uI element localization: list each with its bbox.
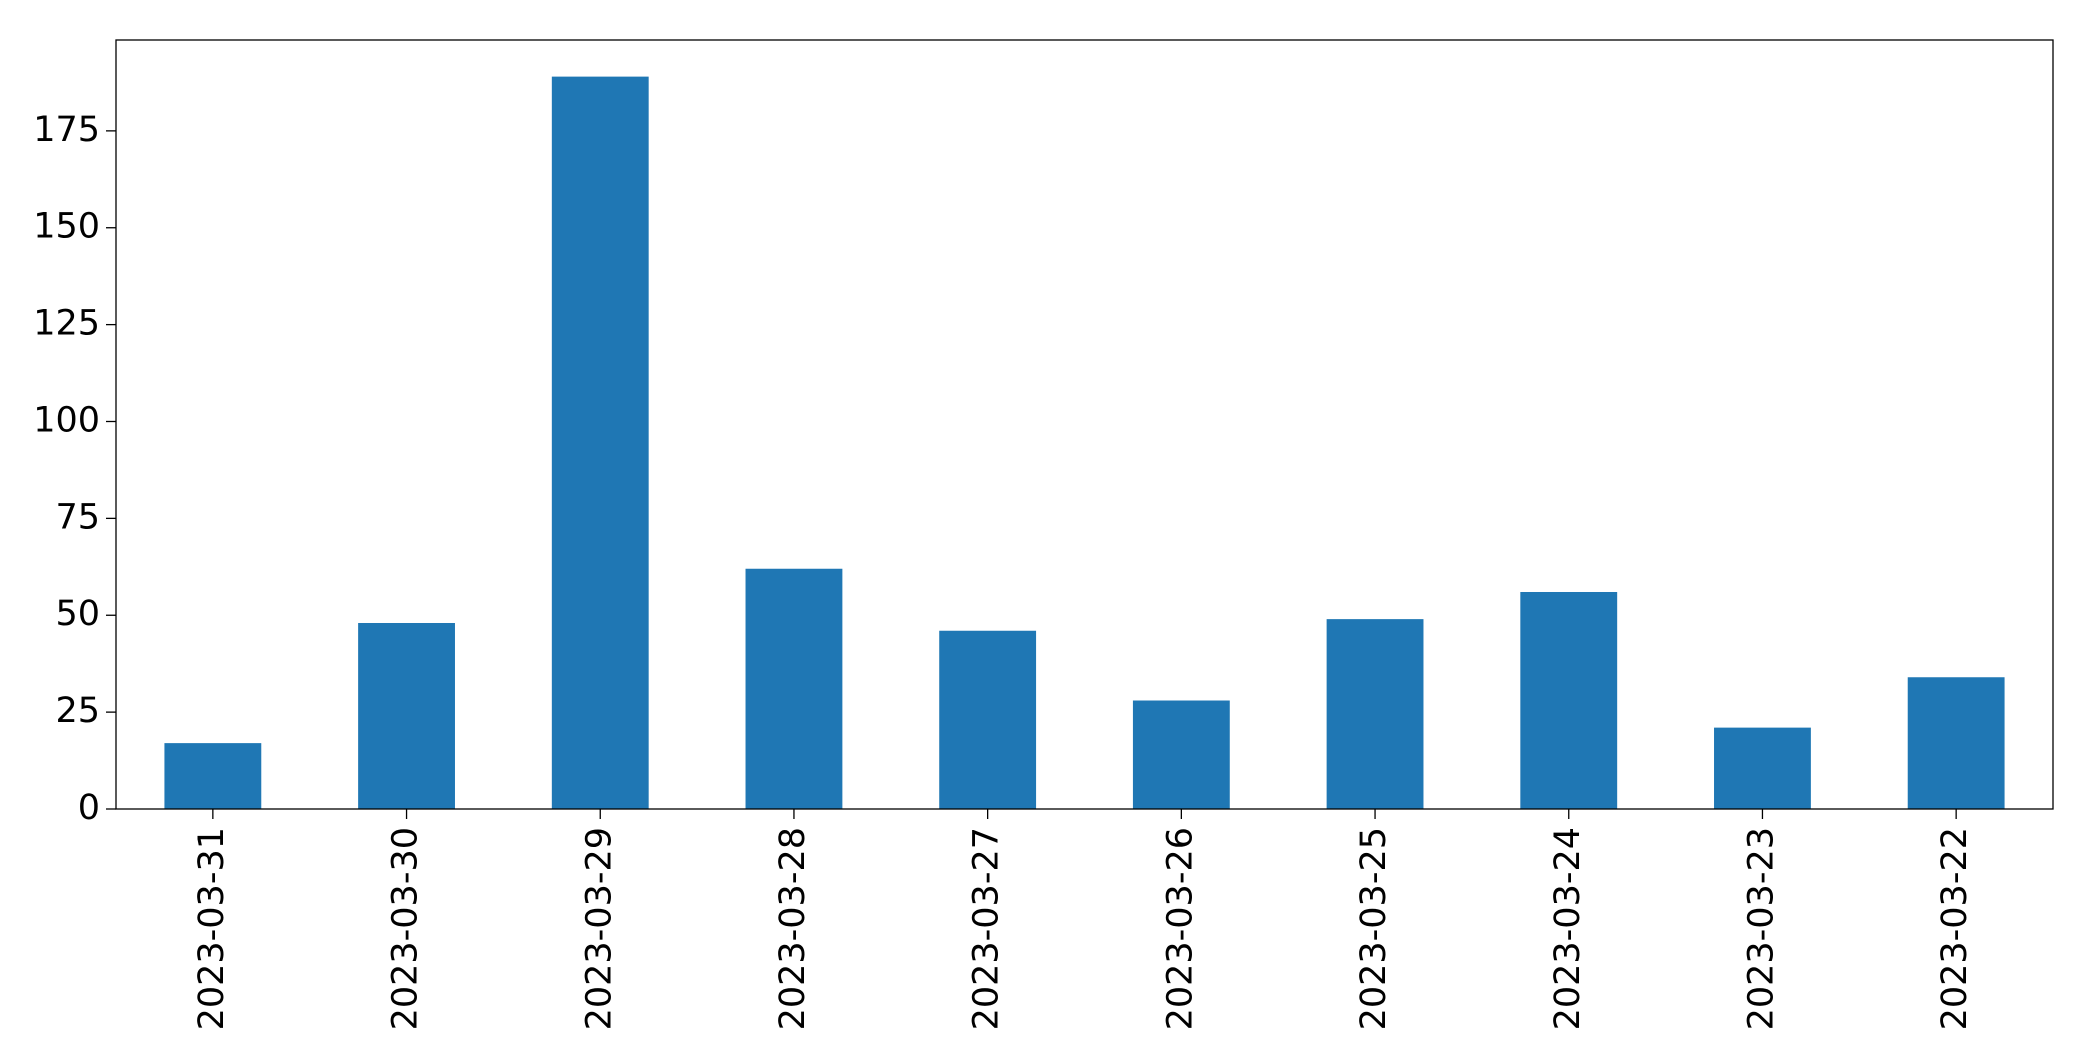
bar [1714,727,1811,809]
x-tick-label: 2023-03-23 [1741,827,1781,1030]
x-tick-label: 2023-03-31 [192,827,232,1030]
y-tick-label: 175 [33,110,100,150]
y-tick-label: 75 [55,497,100,537]
bar [164,743,262,809]
x-tick-label: 2023-03-28 [773,827,813,1030]
bar [1907,677,2005,809]
bar [1132,700,1230,809]
y-tick-label: 125 [33,304,100,344]
plot-frame [115,39,2054,810]
y-tick-label: 100 [33,400,100,440]
bar [358,622,455,809]
x-tick-label: 2023-03-30 [386,827,426,1030]
bar [551,76,649,810]
y-tick-label: 150 [33,207,100,247]
x-tick-label: 2023-03-24 [1548,827,1588,1030]
x-tick-label: 2023-03-22 [1935,827,1975,1030]
x-tick-label: 2023-03-29 [579,827,619,1030]
y-tick-label: 50 [55,594,100,634]
x-tick-label: 2023-03-26 [1160,827,1200,1030]
bar [1326,619,1424,809]
bar [745,568,843,809]
y-tick-label: 25 [55,691,100,731]
y-tick-label: 0 [78,788,100,828]
x-tick-label: 2023-03-27 [967,827,1007,1030]
x-tick-label: 2023-03-25 [1354,827,1394,1030]
bar [939,630,1037,809]
bar [1520,591,1618,809]
